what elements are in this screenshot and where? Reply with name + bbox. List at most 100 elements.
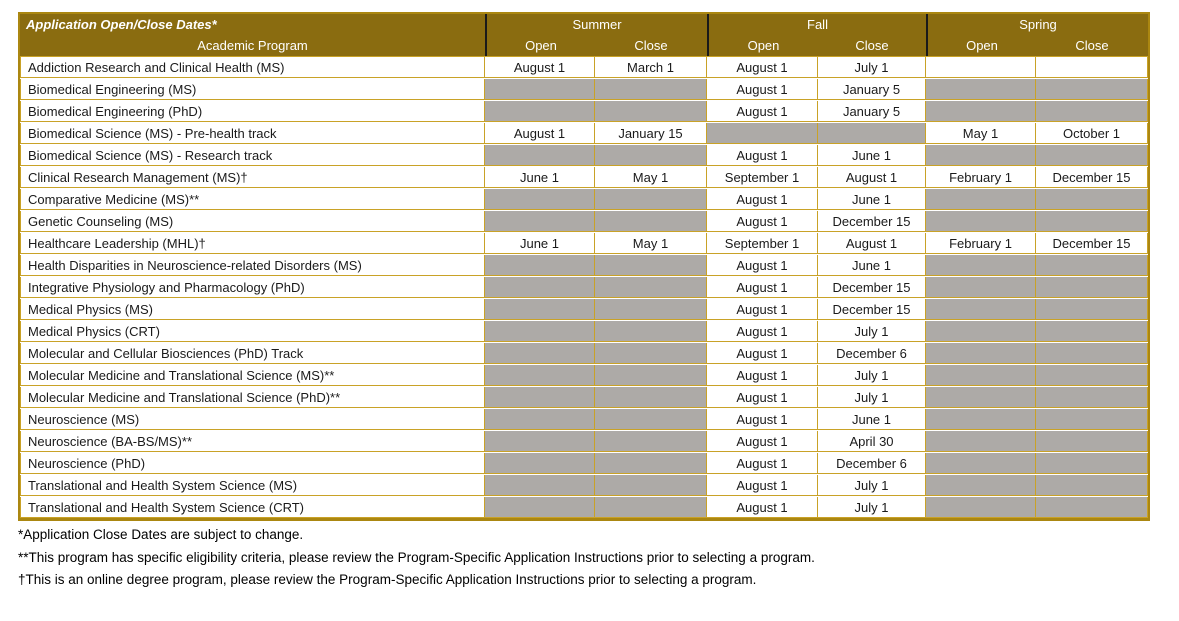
empty-date-cell xyxy=(926,189,1036,210)
table-row: Biomedical Science (MS) - Research track… xyxy=(20,145,1148,166)
empty-date-cell xyxy=(485,255,595,276)
table-row: Neuroscience (PhD) August 1 December 6 xyxy=(20,453,1148,474)
date-cell: June 1 xyxy=(818,409,926,430)
empty-date-cell xyxy=(926,497,1036,518)
date-cell: February 1 xyxy=(926,233,1036,254)
table-row: Neuroscience (BA-BS/MS)** August 1 April 3… xyxy=(20,431,1148,452)
program-name-cell: Neuroscience (MS) xyxy=(20,409,485,430)
table-body: Addiction Research and Clinical Health (… xyxy=(20,56,1148,518)
empty-date-cell xyxy=(707,123,818,144)
date-cell: August 1 xyxy=(707,145,818,166)
date-cell: August 1 xyxy=(818,167,926,188)
empty-date-cell xyxy=(485,101,595,122)
empty-date-cell xyxy=(485,497,595,518)
date-cell: August 1 xyxy=(707,497,818,518)
date-cell: August 1 xyxy=(707,299,818,320)
date-cell: August 1 xyxy=(707,255,818,276)
date-cell: June 1 xyxy=(485,233,595,254)
empty-date-cell xyxy=(595,255,707,276)
empty-date-cell xyxy=(595,321,707,342)
date-cell: August 1 xyxy=(707,211,818,232)
table-title: Application Open/Close Dates* xyxy=(26,17,217,32)
program-name-cell: Healthcare Leadership (MHL)† xyxy=(20,233,485,254)
date-cell: July 1 xyxy=(818,387,926,408)
date-cell: June 1 xyxy=(818,145,926,166)
empty-date-cell xyxy=(926,453,1036,474)
program-name-cell: Clinical Research Management (MS)† xyxy=(20,167,485,188)
empty-date-cell xyxy=(926,277,1036,298)
empty-date-cell xyxy=(595,343,707,364)
table-header: Application Open/Close Dates* Summer Fal… xyxy=(20,14,1148,56)
date-cell: August 1 xyxy=(707,475,818,496)
empty-date-cell xyxy=(595,299,707,320)
footnote-online-program: †This is an online degree program, pleas… xyxy=(18,572,757,587)
date-cell xyxy=(926,57,1036,78)
program-name-cell: Genetic Counseling (MS) xyxy=(20,211,485,232)
date-cell: August 1 xyxy=(707,365,818,386)
date-cell: December 15 xyxy=(818,299,926,320)
footnote-close-dates: *Application Close Dates are subject to … xyxy=(18,527,304,542)
table-row: Medical Physics (MS) August 1 December 15 xyxy=(20,299,1148,320)
program-name-cell: Biomedical Science (MS) - Research track xyxy=(20,145,485,166)
program-name-cell: Biomedical Engineering (MS) xyxy=(20,79,485,100)
empty-date-cell xyxy=(926,321,1036,342)
program-name-cell: Molecular and Cellular Biosciences (PhD)… xyxy=(20,343,485,364)
empty-date-cell xyxy=(595,409,707,430)
empty-date-cell xyxy=(595,277,707,298)
empty-date-cell xyxy=(1036,343,1148,364)
table-row: Medical Physics (CRT) August 1 July 1 xyxy=(20,321,1148,342)
sub-header-row: Academic Program Open Close Open Close O… xyxy=(20,35,1148,56)
empty-date-cell xyxy=(926,145,1036,166)
table-row: Translational and Health System Science … xyxy=(20,475,1148,496)
empty-date-cell xyxy=(485,299,595,320)
empty-date-cell xyxy=(1036,79,1148,100)
date-cell: August 1 xyxy=(707,453,818,474)
program-name-cell: Medical Physics (CRT) xyxy=(20,321,485,342)
column-header-spring-close: Close xyxy=(1075,38,1109,53)
empty-date-cell xyxy=(595,145,707,166)
empty-date-cell xyxy=(1036,409,1148,430)
application-dates-table: Application Open/Close Dates* Summer Fal… xyxy=(18,12,1150,521)
date-cell: June 1 xyxy=(818,189,926,210)
empty-date-cell xyxy=(485,365,595,386)
program-name-cell: Neuroscience (BA-BS/MS)** xyxy=(20,431,485,452)
program-name-cell: Molecular Medicine and Translational Sci… xyxy=(20,387,485,408)
date-cell: October 1 xyxy=(1036,123,1148,144)
date-cell: December 6 xyxy=(818,343,926,364)
empty-date-cell xyxy=(1036,211,1148,232)
program-name-cell: Biomedical Engineering (PhD) xyxy=(20,101,485,122)
empty-date-cell xyxy=(485,79,595,100)
column-header-summer-close: Close xyxy=(634,38,668,53)
date-cell: January 5 xyxy=(818,101,926,122)
program-name-cell: Medical Physics (MS) xyxy=(20,299,485,320)
program-name-cell: Health Disparities in Neuroscience-relat… xyxy=(20,255,485,276)
date-cell: August 1 xyxy=(707,343,818,364)
program-name-cell: Biomedical Science (MS) - Pre-health tra… xyxy=(20,123,485,144)
footnote-eligibility: **This program has specific eligibility … xyxy=(18,549,815,565)
table-row: Biomedical Engineering (PhD) August 1 Janu… xyxy=(20,101,1148,122)
empty-date-cell xyxy=(1036,431,1148,452)
empty-date-cell xyxy=(1036,299,1148,320)
empty-date-cell xyxy=(1036,387,1148,408)
empty-date-cell xyxy=(595,475,707,496)
empty-date-cell xyxy=(595,365,707,386)
empty-date-cell xyxy=(1036,365,1148,386)
group-header-row: Application Open/Close Dates* Summer Fal… xyxy=(20,14,1148,35)
date-cell: September 1 xyxy=(707,233,818,254)
date-cell xyxy=(1036,57,1148,78)
date-cell: December 15 xyxy=(818,211,926,232)
date-cell: August 1 xyxy=(707,189,818,210)
empty-date-cell xyxy=(595,101,707,122)
date-cell: August 1 xyxy=(707,321,818,342)
date-cell: December 15 xyxy=(1036,167,1148,188)
empty-date-cell xyxy=(926,343,1036,364)
empty-date-cell xyxy=(818,123,926,144)
empty-date-cell xyxy=(595,79,707,100)
date-cell: May 1 xyxy=(595,233,707,254)
date-cell: August 1 xyxy=(707,431,818,452)
date-cell: January 15 xyxy=(595,123,707,144)
empty-date-cell xyxy=(926,255,1036,276)
date-cell: June 1 xyxy=(485,167,595,188)
empty-date-cell xyxy=(1036,321,1148,342)
date-cell: August 1 xyxy=(707,101,818,122)
